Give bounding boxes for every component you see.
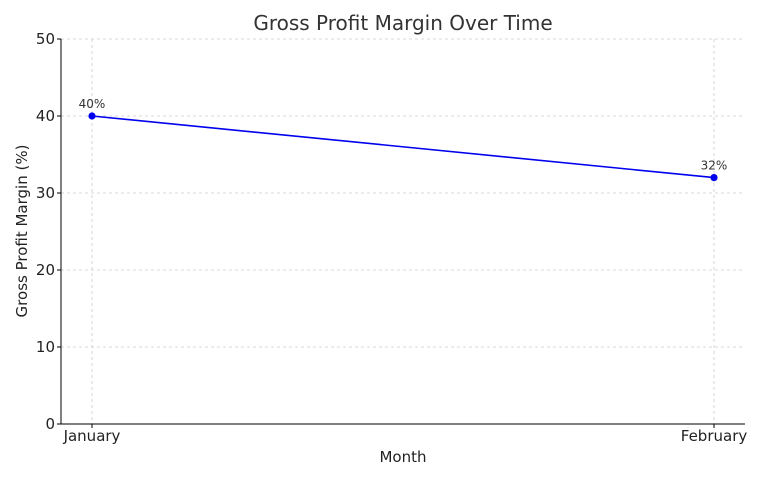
series-line bbox=[91, 115, 715, 179]
y-tick-label: 50 bbox=[36, 30, 55, 48]
data-label: 40% bbox=[79, 97, 106, 111]
x-axis-ticks: January February bbox=[63, 424, 748, 445]
y-tick-label: 10 bbox=[36, 338, 55, 356]
y-tick-label: 40 bbox=[36, 107, 55, 125]
y-tick-label: 30 bbox=[36, 184, 55, 202]
grid bbox=[61, 38, 745, 424]
data-label: 32% bbox=[701, 159, 728, 173]
series: 40% 32% bbox=[79, 97, 728, 182]
y-axis-label: Gross Profit Margin (%) bbox=[13, 145, 31, 318]
data-point bbox=[88, 112, 96, 120]
x-axis-label: Month bbox=[379, 448, 426, 466]
y-axis-ticks: 0 10 20 30 40 50 bbox=[36, 30, 61, 433]
x-tick-label: February bbox=[681, 427, 748, 445]
chart-title: Gross Profit Margin Over Time bbox=[253, 11, 552, 35]
data-point bbox=[710, 174, 718, 182]
x-tick-label: January bbox=[63, 427, 121, 445]
y-tick-label: 0 bbox=[45, 415, 55, 433]
y-tick-label: 20 bbox=[36, 261, 55, 279]
